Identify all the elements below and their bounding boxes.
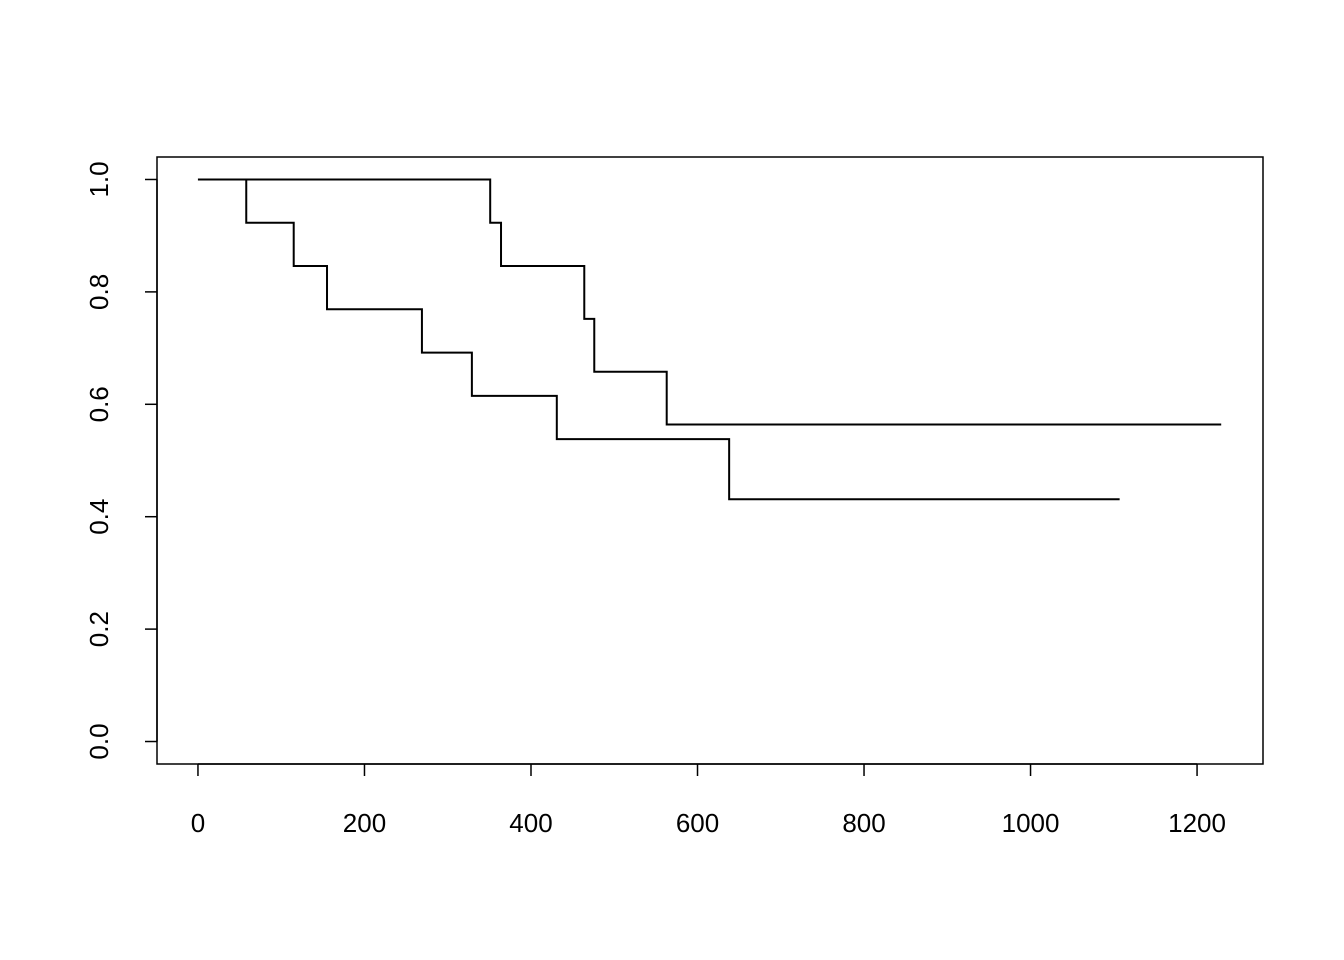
y-tick-label: 0.2 xyxy=(84,611,114,647)
x-tick-label: 0 xyxy=(191,808,205,838)
x-tick-label: 600 xyxy=(676,808,719,838)
x-tick-label: 1000 xyxy=(1002,808,1060,838)
y-tick-label: 0.8 xyxy=(84,274,114,310)
x-tick-label: 200 xyxy=(343,808,386,838)
y-tick-label: 0.0 xyxy=(84,723,114,759)
plot-frame xyxy=(156,156,1264,765)
x-tick-label: 400 xyxy=(509,808,552,838)
x-tick-label: 1200 xyxy=(1168,808,1226,838)
survival-curve xyxy=(197,178,1222,426)
survival-curve xyxy=(197,178,1120,501)
y-tick-label: 1.0 xyxy=(84,161,114,197)
x-tick-label: 800 xyxy=(842,808,885,838)
y-tick-label: 0.4 xyxy=(84,499,114,535)
y-tick-label: 0.6 xyxy=(84,386,114,422)
